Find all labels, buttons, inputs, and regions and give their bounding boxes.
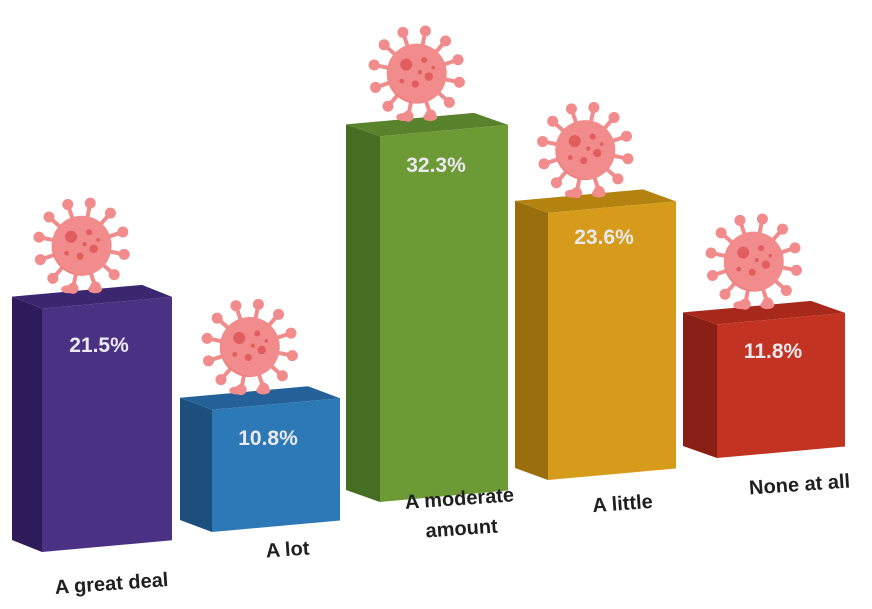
category-label: None at all: [748, 471, 850, 500]
bar-top: [515, 189, 676, 213]
bar-top: [12, 284, 172, 309]
bar: [717, 312, 845, 458]
bar: [42, 296, 172, 552]
virus-icon: [33, 197, 130, 294]
virus-icon: [705, 213, 802, 310]
value-label: 10.8%: [238, 427, 298, 450]
bar-group: 21.5% A great deal: [12, 197, 172, 599]
bar-group: 10.8% A lot: [180, 298, 340, 563]
value-label: 23.6%: [574, 226, 634, 249]
category-label: A moderateamount: [404, 484, 517, 543]
category-label: A great deal: [54, 569, 169, 599]
category-label: A lot: [265, 537, 310, 562]
bar-top: [683, 300, 845, 325]
bar-side: [346, 124, 380, 502]
value-label: 32.3%: [406, 154, 466, 177]
bar: [212, 398, 340, 532]
bar: [548, 201, 676, 480]
category-label: A little: [592, 491, 654, 517]
bar-group: 23.6% A little: [515, 101, 676, 517]
virus-icon: [201, 298, 298, 396]
bar-side: [12, 296, 42, 552]
virus-icon: [537, 101, 634, 199]
value-label: 21.5%: [69, 334, 129, 357]
bar-side: [683, 312, 717, 458]
bar-top: [180, 386, 340, 410]
bar-group: 32.3% A moderateamount: [346, 25, 517, 543]
bar-side: [180, 397, 212, 532]
value-label: 11.8%: [744, 340, 803, 363]
bar-group: 11.8% None at all: [683, 213, 851, 500]
bar: [380, 124, 508, 503]
bar-top: [346, 112, 508, 137]
bar-side: [515, 200, 548, 480]
virus-icon: [368, 25, 465, 122]
